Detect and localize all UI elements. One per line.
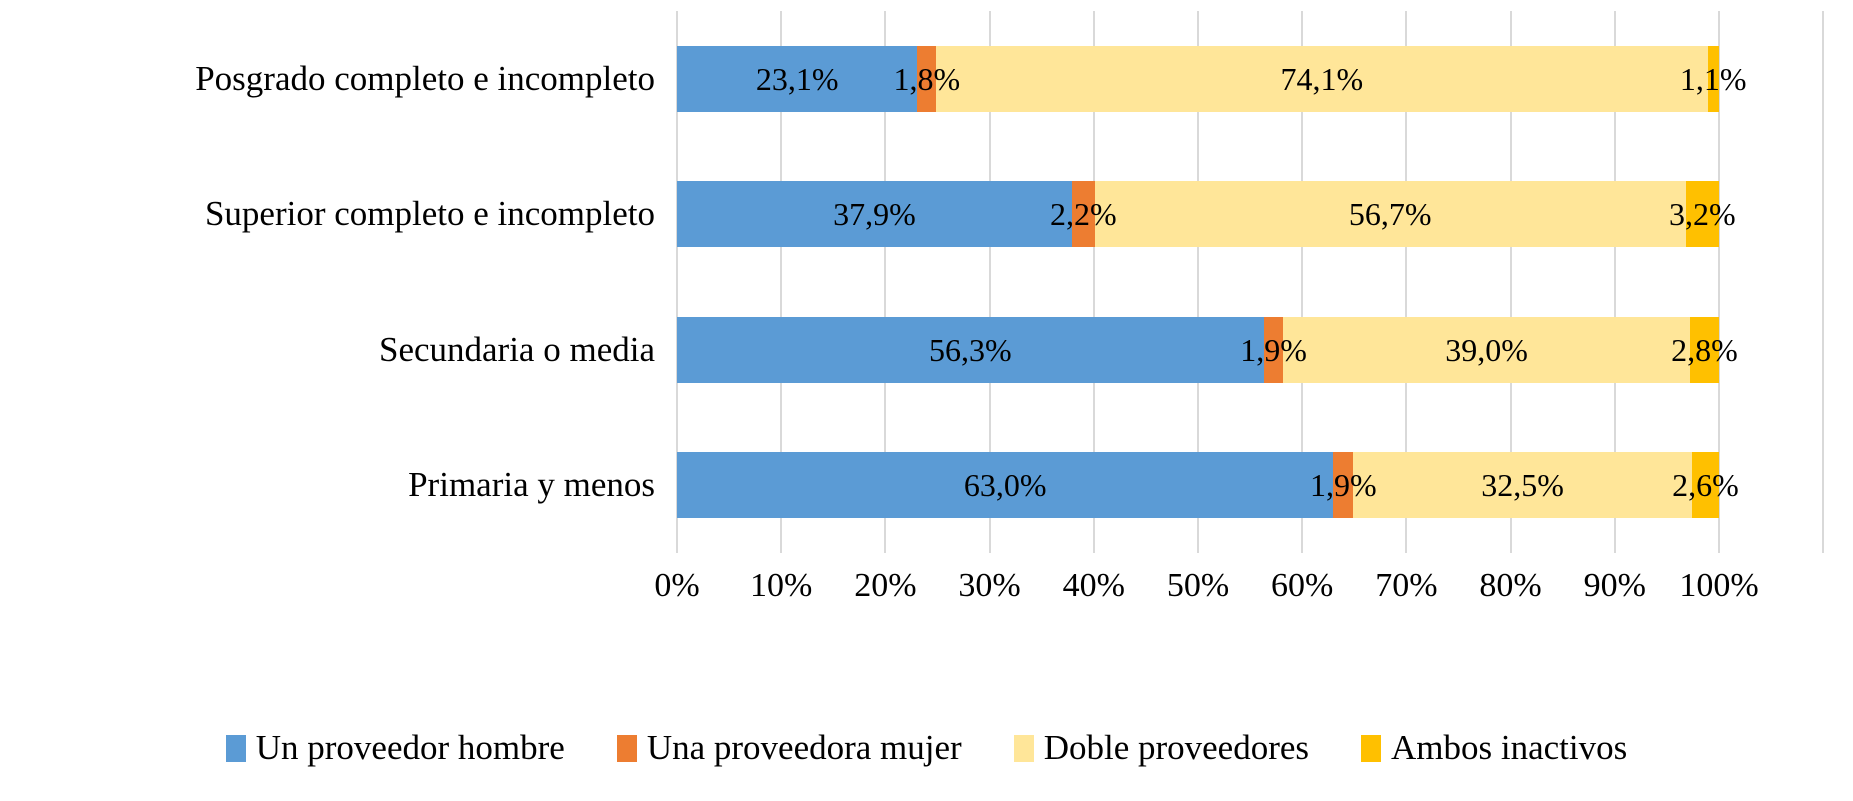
chart-row: Secundaria o media 56,3% 1,9% 39,0% 2,8% — [0, 282, 1853, 418]
gridline — [1509, 11, 1512, 553]
data-label: 1,9% — [1240, 331, 1307, 368]
stacked-bar: 23,1% 1,8% 74,1% 1,1% — [677, 45, 1747, 112]
gridline — [1822, 11, 1825, 553]
legend-swatch-icon — [616, 734, 637, 762]
data-label: 37,9% — [833, 196, 916, 233]
data-label: 23,1% — [755, 60, 839, 97]
stacked-bar: 56,3% 1,9% 39,0% 2,8% — [677, 316, 1738, 383]
gridline — [1197, 11, 1199, 553]
data-label: 39,0% — [1445, 331, 1528, 368]
data-label: 2,8% — [1671, 331, 1738, 368]
data-label: 1,9% — [1310, 467, 1377, 504]
x-axis-tick-label: 20% — [854, 567, 917, 604]
data-label: 74,1% — [1280, 60, 1364, 97]
legend-swatch-icon — [1013, 734, 1034, 762]
data-label: 56,7% — [1348, 196, 1432, 233]
data-label: 2,2% — [1050, 196, 1117, 233]
x-axis-tick-label: 0% — [654, 567, 700, 604]
bar-segment: 1,8% — [893, 45, 960, 112]
legend-item: Un proveedor hombre — [225, 728, 565, 768]
gridline — [1613, 11, 1616, 553]
x-axis-tick-label: 60% — [1271, 567, 1334, 604]
stacked-bar: 37,9% 2,2% 56,7% 3,2% — [677, 181, 1736, 248]
x-axis-tick-label: 80% — [1479, 567, 1542, 604]
x-axis-tick-label: 30% — [958, 567, 1021, 604]
x-axis-tick-label: 50% — [1166, 567, 1230, 604]
bar-segment: 37,9% — [677, 181, 1072, 248]
legend-label: Doble proveedores — [1043, 728, 1310, 767]
x-axis-tick-label: 40% — [1062, 567, 1125, 604]
legend-item: Una proveedora mujer — [616, 728, 962, 768]
legend-item: Ambos inactivos — [1361, 728, 1627, 768]
bar-segment: 32,5% — [1353, 452, 1692, 519]
legend-label: Una proveedora mujer — [646, 728, 962, 767]
bar-segment: 74,1% — [936, 45, 1708, 112]
gridline — [1092, 11, 1095, 553]
x-axis-tick-label: 70% — [1375, 567, 1438, 604]
category-label: Superior completo e incompleto — [204, 194, 655, 234]
bar-segment: 39,0% — [1283, 316, 1690, 383]
legend: Un proveedor hombre Una proveedora mujer D… — [0, 728, 1853, 768]
x-axis-tick-label: 90% — [1583, 567, 1646, 604]
chart-row: Superior completo e incompleto 37,9% 2,2% 5… — [0, 147, 1853, 283]
gridline — [988, 11, 991, 553]
bar-segment: 23,1% — [677, 45, 918, 112]
bar-segment: 56,3% — [677, 316, 1264, 383]
data-label: 32,5% — [1481, 467, 1564, 504]
category-label: Primaria y menos — [408, 465, 655, 505]
bar-segment: 3,2% — [1669, 181, 1736, 248]
data-label: 1,8% — [893, 60, 961, 97]
gridline — [884, 11, 887, 553]
gridline — [676, 11, 678, 553]
legend-swatch-icon — [1361, 734, 1382, 762]
data-label: 3,2% — [1668, 196, 1736, 233]
bar-segment: 63,0% — [677, 452, 1334, 519]
x-axis-tick-label: 100% — [1679, 567, 1759, 604]
data-label: 63,0% — [963, 467, 1047, 504]
category-label: Secundaria o media — [378, 329, 655, 369]
legend-item: Doble proveedores — [1013, 728, 1310, 768]
gridline — [780, 11, 783, 553]
chart-row: Primaria y menos 63,0% 1,9% 32,5% 2,6% — [0, 418, 1853, 554]
category-label: Posgrado completo e incompleto — [195, 58, 655, 98]
legend-label: Un proveedor hombre — [255, 728, 565, 767]
bar-segment: 2,6% — [1672, 452, 1739, 519]
gridline — [1301, 11, 1304, 553]
bar-segment: 1,9% — [1240, 316, 1307, 383]
data-label: 1,1% — [1679, 60, 1747, 97]
bar-segment: 1,9% — [1310, 452, 1377, 519]
bar-segment: 56,7% — [1094, 181, 1686, 248]
bar-segment: 1,1% — [1680, 45, 1747, 112]
legend-swatch-icon — [225, 734, 246, 762]
legend-label: Ambos inactivos — [1391, 728, 1628, 767]
stacked-bar: 63,0% 1,9% 32,5% 2,6% — [677, 452, 1739, 519]
gridline — [1405, 11, 1408, 553]
x-axis-tick-label: 10% — [750, 567, 813, 604]
data-label: 56,3% — [928, 331, 1012, 368]
bar-segment: 2,2% — [1050, 181, 1117, 248]
chart-row: Posgrado completo e incompleto 23,1% 1,8% 7… — [0, 11, 1853, 147]
data-label: 2,6% — [1672, 467, 1739, 504]
bar-segment: 2,8% — [1671, 316, 1738, 383]
gridline — [1718, 11, 1720, 553]
